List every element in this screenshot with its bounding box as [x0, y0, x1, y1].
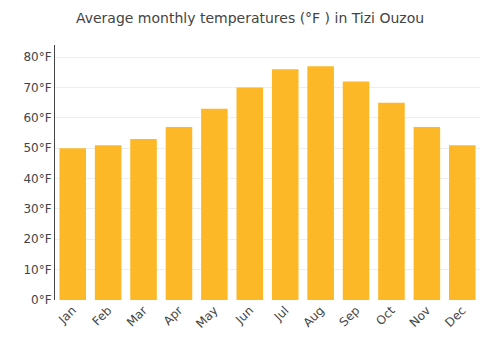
- svg-text:Jul: Jul: [271, 303, 292, 324]
- svg-text:May: May: [193, 303, 220, 330]
- svg-text:Oct: Oct: [373, 303, 398, 328]
- svg-text:Mar: Mar: [124, 303, 150, 329]
- svg-text:40°F: 40°F: [23, 172, 51, 186]
- svg-text:Jan: Jan: [55, 303, 79, 327]
- svg-text:80°F: 80°F: [23, 50, 51, 64]
- svg-text:50°F: 50°F: [23, 141, 51, 155]
- svg-text:Feb: Feb: [90, 303, 115, 328]
- svg-text:Jun: Jun: [232, 303, 256, 327]
- svg-text:30°F: 30°F: [23, 202, 51, 216]
- svg-text:Sep: Sep: [337, 303, 363, 329]
- svg-text:60°F: 60°F: [23, 111, 51, 125]
- svg-text:20°F: 20°F: [23, 232, 51, 246]
- svg-text:Nov: Nov: [407, 303, 433, 329]
- svg-text:10°F: 10°F: [23, 263, 51, 277]
- svg-text:70°F: 70°F: [23, 81, 51, 95]
- svg-text:Aug: Aug: [301, 303, 327, 329]
- svg-text:Apr: Apr: [161, 303, 186, 328]
- svg-text:Dec: Dec: [442, 303, 468, 329]
- svg-text:0°F: 0°F: [31, 293, 52, 307]
- svg-text:Average monthly temperatures (: Average monthly temperatures (°F ) in Ti…: [76, 10, 424, 26]
